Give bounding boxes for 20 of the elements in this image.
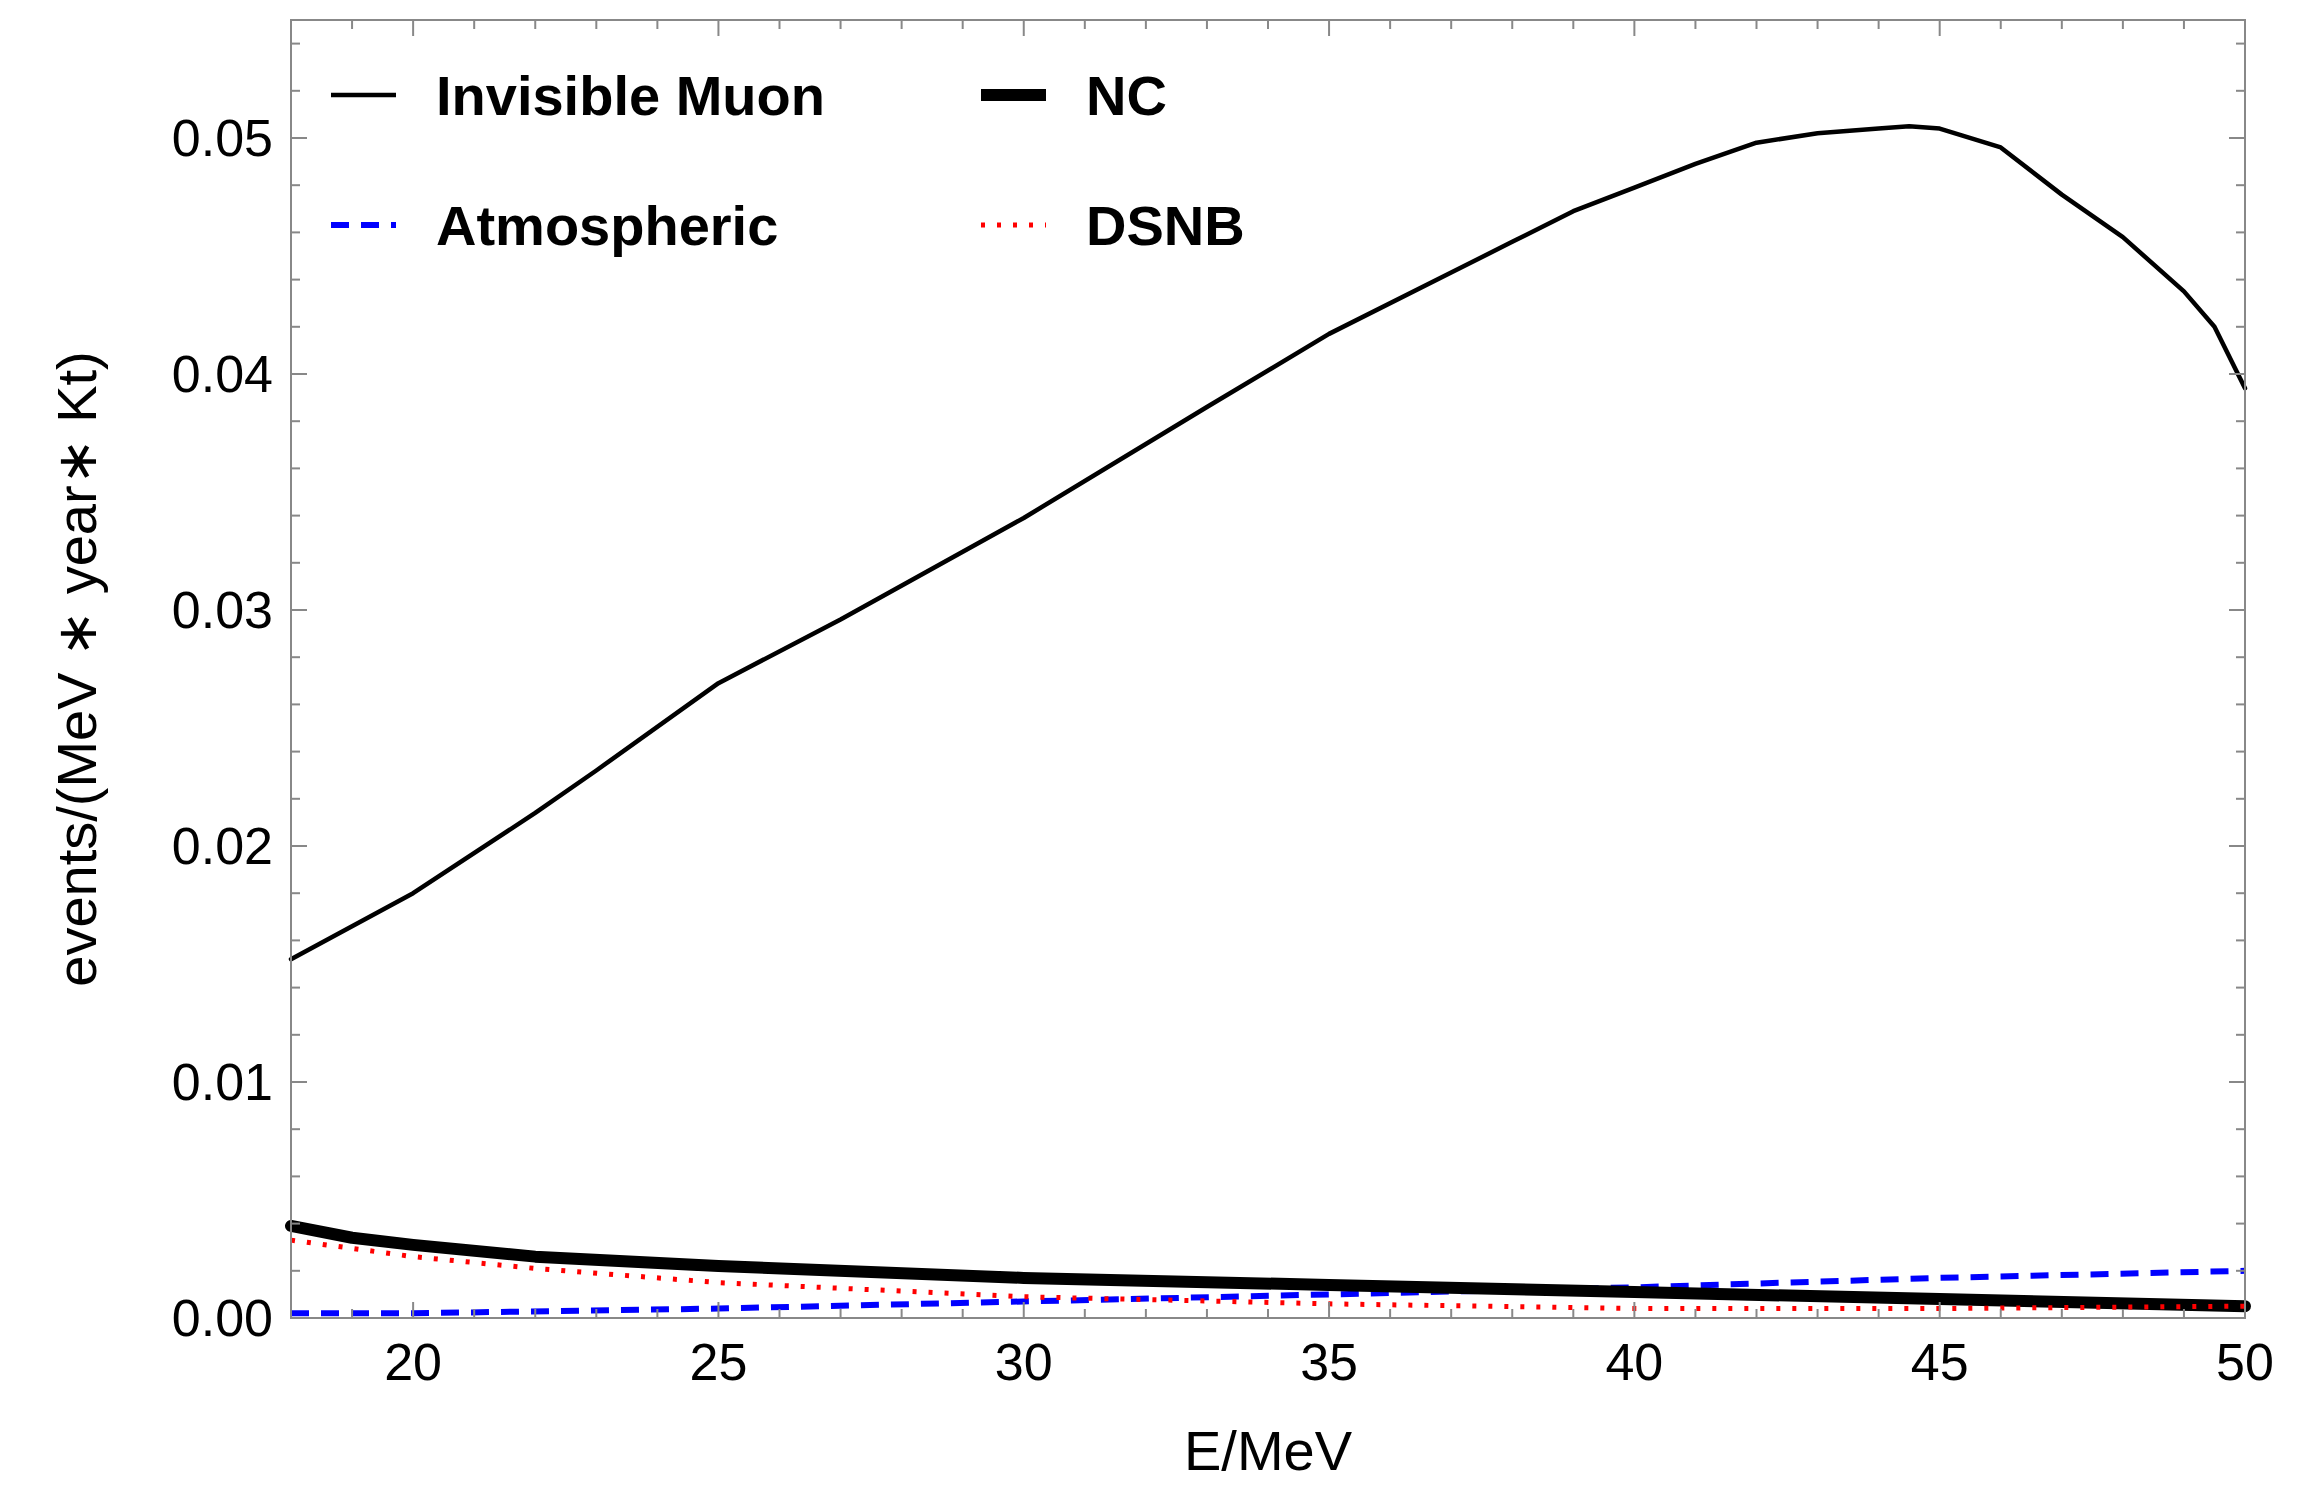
legend-label: DSNB [1086,193,1245,257]
y-tick-label: 0.05 [171,109,273,168]
x-tick-label: 30 [994,1333,1053,1391]
y-tick-label: 0.02 [171,817,273,876]
legend-label: Atmospheric [436,193,779,257]
y-tick-label: 0.00 [171,1289,273,1348]
x-tick-label: 50 [2216,1333,2274,1391]
line-series [288,123,2248,962]
y-tick-label: 0.01 [171,1053,273,1112]
legend-label: Invisible Muon [436,63,825,127]
x-tick-label: 35 [1300,1333,1358,1391]
x-tick-label: 20 [384,1333,443,1391]
x-axis-title: E/MeV [1183,1419,1353,1482]
x-tick-label: 45 [1910,1333,1969,1391]
x-tick-label: 40 [1605,1333,1664,1391]
y-axis-title: events/(MeV ∗ year∗ Kt) [45,351,108,987]
legend-label: NC [1086,63,1167,127]
x-tick-label: 25 [689,1333,748,1391]
y-tick-label: 0.04 [171,345,273,404]
y-tick-label: 0.03 [171,581,273,640]
